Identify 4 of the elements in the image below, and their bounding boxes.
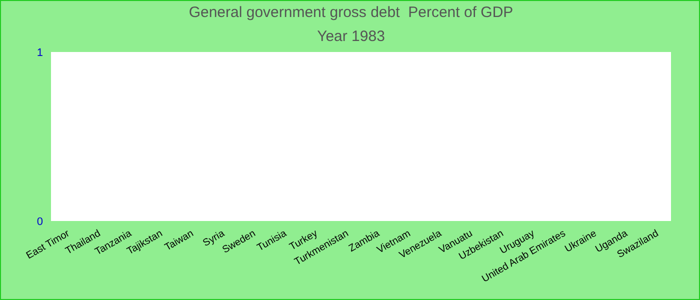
chart-subtitle: Year 1983 [316, 28, 386, 45]
y-tick-label: 0 [36, 216, 43, 228]
chart-title: General government gross debt Percent of GDP [188, 4, 514, 21]
y-tick-label: 1 [36, 46, 43, 59]
